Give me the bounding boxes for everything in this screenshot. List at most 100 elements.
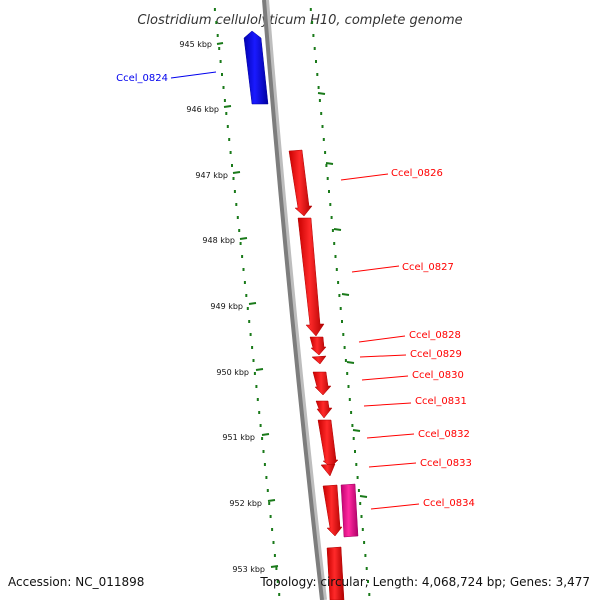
tick-951kbp: 951 kbp — [222, 433, 270, 442]
gene-ccel-0829[interactable]: Ccel_0829 — [311, 349, 462, 365]
tick-dot — [354, 450, 356, 453]
tick-label-948kbp: 948 kbp — [202, 236, 235, 245]
tick-dot — [335, 268, 338, 271]
gene-ccel-0827[interactable]: Ccel_0827 — [297, 217, 454, 337]
gene-leader-line — [361, 375, 409, 381]
gene-arrow[interactable] — [322, 484, 343, 537]
tick-dot — [273, 554, 276, 557]
gene-ccel-0832[interactable]: Ccel_0832 — [317, 419, 470, 468]
tick-dot — [252, 359, 255, 362]
tick-dot — [226, 125, 229, 128]
tick-949kbp: 949 kbp — [210, 302, 257, 311]
tick-dot — [278, 593, 281, 596]
tick-label-949kbp: 949 kbp — [210, 302, 243, 311]
tick-dot — [322, 138, 325, 141]
tick-dot — [239, 242, 242, 245]
gene-arrow[interactable] — [311, 355, 327, 365]
gene-track: Ccel_0824 Ccel_0826 Ccel_0827 Ccel_0828 … — [116, 30, 475, 600]
gene-arrow[interactable] — [315, 400, 333, 419]
gene-next[interactable] — [326, 546, 345, 600]
gene-arrow[interactable] — [288, 149, 313, 217]
tick-label-947kbp: 947 kbp — [195, 171, 228, 180]
tick-dot — [328, 190, 330, 193]
tick-dot — [364, 554, 367, 557]
tick-dot — [241, 255, 244, 258]
gene-leader-line — [359, 354, 407, 358]
gene-arrow[interactable] — [317, 419, 339, 468]
tick-dot — [367, 580, 369, 583]
gene-leader-line — [351, 265, 400, 273]
gene-arrow[interactable] — [243, 30, 269, 105]
outer-tick-track — [309, 8, 371, 596]
tick-dot — [276, 580, 279, 583]
tick-dot — [312, 34, 315, 37]
gene-outer-ring[interactable] — [340, 483, 359, 538]
tick-dot — [363, 541, 366, 544]
tick-dot — [233, 190, 236, 193]
tick-953kbp: 953 kbp — [232, 565, 279, 574]
gene-ccel-0824[interactable]: Ccel_0824 — [116, 30, 269, 105]
tick-dot — [311, 21, 314, 24]
tick-dot — [359, 502, 362, 505]
tick-dot — [242, 268, 245, 271]
gene-label[interactable]: Ccel_0829 — [410, 349, 462, 360]
tick-dot — [272, 541, 275, 544]
gene-leader-line — [366, 433, 415, 439]
gene-leader-line — [368, 462, 417, 468]
tick-dot — [331, 229, 334, 232]
tick-dot — [262, 450, 265, 453]
gene-arrow[interactable] — [309, 336, 327, 356]
gene-label[interactable]: Ccel_0824 — [116, 73, 168, 84]
tick-dot — [271, 528, 274, 531]
tick-948kbp: 948 kbp — [202, 236, 248, 245]
gene-arrow[interactable] — [320, 463, 336, 477]
tick-dot — [232, 177, 235, 180]
tick-dot — [315, 60, 317, 63]
tick-dot — [324, 151, 327, 154]
gene-ccel-0831[interactable]: Ccel_0831 — [315, 396, 467, 419]
gene-label[interactable]: Ccel_0828 — [409, 330, 461, 341]
tick-dot — [249, 333, 252, 336]
gene-label[interactable]: Ccel_0831 — [415, 396, 467, 407]
gene-leader-line — [363, 402, 412, 407]
tick-dot — [338, 294, 341, 297]
tick-dot — [259, 424, 262, 427]
tick-dot — [238, 229, 241, 232]
tick-dot — [347, 385, 350, 388]
tick-dot — [356, 476, 359, 479]
gene-ccel-0830[interactable]: Ccel_0830 — [312, 370, 464, 396]
tick-dot — [218, 47, 221, 50]
gene-ccel-0834[interactable]: Ccel_0834 — [322, 484, 475, 537]
gene-arrow[interactable] — [297, 217, 325, 337]
tick-dot — [321, 125, 324, 128]
map-title: Clostridium cellulolyticum H10, complete… — [137, 13, 462, 28]
tick-dot — [326, 177, 329, 180]
outer-minor-ticks — [317, 92, 368, 498]
tick-dot — [333, 242, 336, 245]
gene-ccel-0826[interactable]: Ccel_0826 — [288, 149, 443, 217]
tick-label-953kbp: 953 kbp — [232, 565, 265, 574]
tick-label-952kbp: 952 kbp — [229, 499, 262, 508]
gene-ccel-0828[interactable]: Ccel_0828 — [309, 330, 461, 356]
tick-dot — [309, 8, 312, 11]
gene-label[interactable]: Ccel_0827 — [402, 262, 454, 273]
gene-label[interactable]: Ccel_0826 — [391, 168, 443, 179]
gene-label[interactable]: Ccel_0833 — [420, 458, 472, 469]
gene-label[interactable]: Ccel_0834 — [423, 498, 475, 509]
gene-ccel-0833[interactable]: Ccel_0833 — [320, 458, 472, 477]
gene-label[interactable]: Ccel_0830 — [412, 370, 464, 381]
tick-dot — [313, 47, 316, 50]
gene-label[interactable]: Ccel_0832 — [418, 429, 470, 440]
gene-leader-line — [170, 71, 217, 79]
tick-952kbp: 952 kbp — [229, 499, 276, 508]
tick-dot — [343, 346, 346, 349]
tick-dot — [344, 359, 347, 362]
gene-arrow[interactable] — [312, 371, 332, 396]
tick-dot — [215, 21, 218, 24]
tick-dot — [251, 346, 254, 349]
tick-dot — [318, 99, 321, 102]
tick-dot — [266, 489, 269, 492]
tick-dot — [348, 398, 351, 401]
tick-dot — [330, 216, 333, 219]
coordinate-ticks: 945 kbp 946 kbp 947 kbp 948 kbp 949 kbp … — [179, 40, 279, 574]
